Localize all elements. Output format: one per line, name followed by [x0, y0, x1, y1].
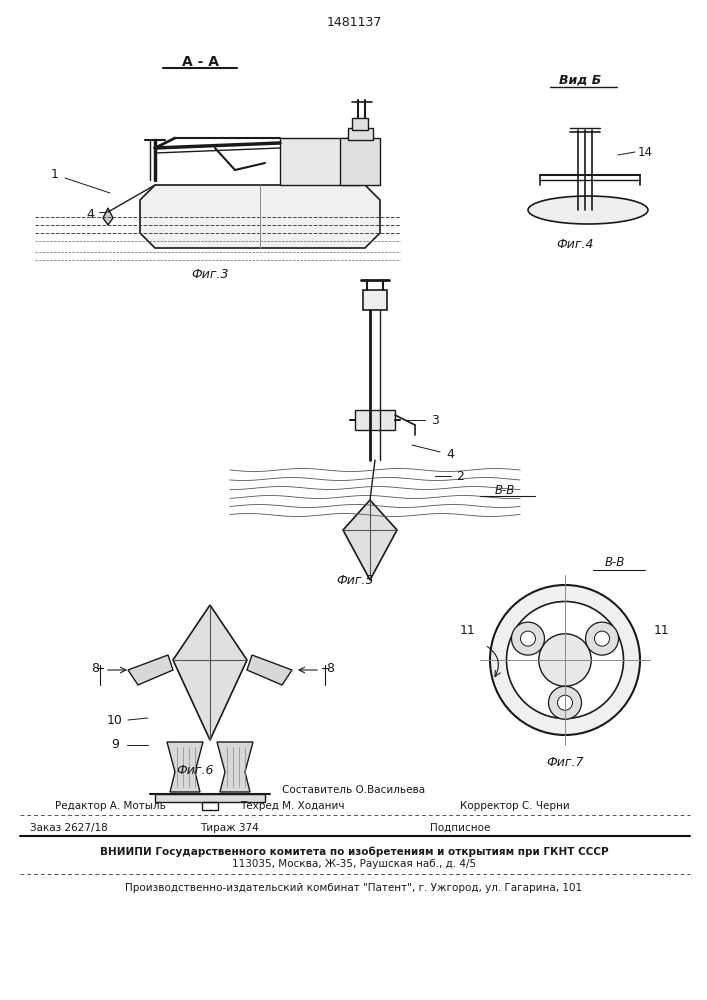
- Text: 11: 11: [460, 624, 476, 637]
- Text: 11: 11: [654, 624, 670, 637]
- Circle shape: [511, 622, 544, 655]
- Text: 4: 4: [446, 448, 454, 462]
- Text: Фиг.6: Фиг.6: [176, 764, 214, 776]
- Text: 8: 8: [326, 662, 334, 674]
- Text: Фиг.3: Фиг.3: [192, 268, 229, 282]
- Circle shape: [490, 585, 640, 735]
- Text: 9: 9: [111, 738, 119, 752]
- Bar: [363, 290, 387, 310]
- Text: Вид Б: Вид Б: [559, 74, 601, 87]
- Polygon shape: [173, 605, 247, 740]
- Bar: [280, 138, 360, 185]
- Polygon shape: [167, 742, 203, 792]
- Circle shape: [520, 631, 535, 646]
- Text: Фиг.5: Фиг.5: [337, 574, 374, 586]
- Text: ВНИИПИ Государственного комитета по изобретениям и открытиям при ГКНТ СССР: ВНИИПИ Государственного комитета по изоб…: [100, 847, 608, 857]
- Polygon shape: [140, 185, 380, 248]
- Circle shape: [585, 622, 619, 655]
- Polygon shape: [217, 742, 253, 792]
- Bar: [355, 410, 395, 430]
- Bar: [340, 138, 380, 185]
- Text: 14: 14: [638, 145, 653, 158]
- Text: 1481137: 1481137: [327, 15, 382, 28]
- Bar: [155, 794, 265, 802]
- Text: 4: 4: [86, 209, 94, 222]
- Text: Производственно-издательский комбинат "Патент", г. Ужгород, ул. Гагарина, 101: Производственно-издательский комбинат "П…: [125, 883, 583, 893]
- Polygon shape: [343, 500, 397, 580]
- Text: 113035, Москва, Ж-35, Раушская наб., д. 4/5: 113035, Москва, Ж-35, Раушская наб., д. …: [232, 859, 476, 869]
- Text: 3: 3: [431, 414, 439, 426]
- Text: 8: 8: [91, 662, 99, 674]
- Bar: [202, 802, 218, 810]
- Circle shape: [506, 601, 624, 718]
- Polygon shape: [247, 655, 292, 685]
- Text: Техред М. Ходанич: Техред М. Ходанич: [240, 801, 344, 811]
- Circle shape: [549, 686, 581, 719]
- Text: Тираж 374: Тираж 374: [200, 823, 259, 833]
- Text: 1: 1: [51, 168, 59, 182]
- Text: В-В: В-В: [605, 556, 625, 570]
- Ellipse shape: [528, 196, 648, 224]
- Text: Подписное: Подписное: [430, 823, 491, 833]
- Polygon shape: [128, 655, 173, 685]
- Text: Редактор А. Мотыль: Редактор А. Мотыль: [55, 801, 166, 811]
- Text: 10: 10: [107, 714, 123, 726]
- Text: Заказ 2627/18: Заказ 2627/18: [30, 823, 107, 833]
- Text: Корректор С. Черни: Корректор С. Черни: [460, 801, 570, 811]
- Bar: [352, 118, 368, 130]
- Polygon shape: [103, 208, 113, 225]
- Text: Фиг.7: Фиг.7: [547, 756, 584, 770]
- Text: A - A: A - A: [182, 55, 218, 69]
- Circle shape: [539, 634, 591, 686]
- Bar: [348, 128, 373, 140]
- Text: Фиг.4: Фиг.4: [556, 238, 594, 251]
- Text: В-В: В-В: [495, 484, 515, 496]
- Text: Составитель О.Васильева: Составитель О.Васильева: [282, 785, 426, 795]
- Circle shape: [558, 695, 573, 710]
- Text: 2: 2: [456, 470, 464, 483]
- Circle shape: [595, 631, 609, 646]
